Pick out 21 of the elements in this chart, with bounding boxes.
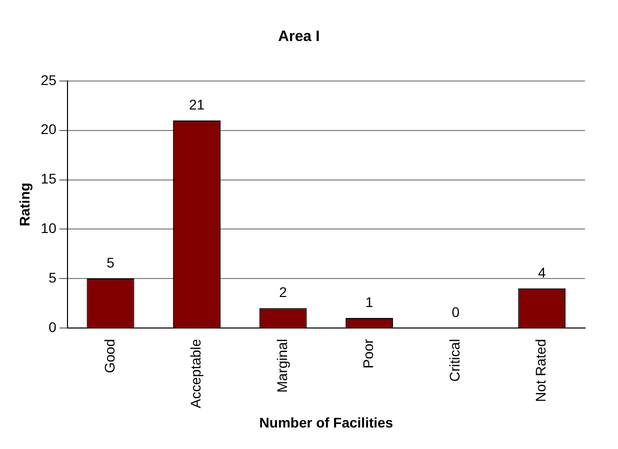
x-tick-label: Poor [360, 338, 376, 369]
data-label: 21 [188, 96, 205, 112]
data-label: 1 [365, 294, 374, 310]
y-tick-label: 25 [40, 72, 57, 88]
x-tick-label: Marginal [274, 338, 290, 393]
y-tick-label: 5 [48, 269, 57, 286]
x-tick-label: Critical [446, 338, 462, 382]
y-tick-label: 20 [40, 121, 57, 138]
y-tick-label: 15 [40, 170, 57, 187]
chart-title: Area I [278, 28, 320, 46]
data-label: 4 [538, 264, 546, 280]
data-label: 2 [279, 284, 288, 300]
data-label: 0 [452, 304, 460, 320]
y-tick-label: 10 [40, 220, 57, 236]
x-tick-label: Acceptable [188, 338, 204, 408]
x-axis-title: Number of Facilities [259, 414, 394, 430]
y-tick-label: 0 [48, 318, 57, 335]
y-axis-title: Rating [16, 182, 32, 226]
data-label: 5 [106, 254, 115, 270]
x-tick-label: Good [101, 338, 118, 374]
x-tick-label: Not Rated [532, 338, 549, 402]
